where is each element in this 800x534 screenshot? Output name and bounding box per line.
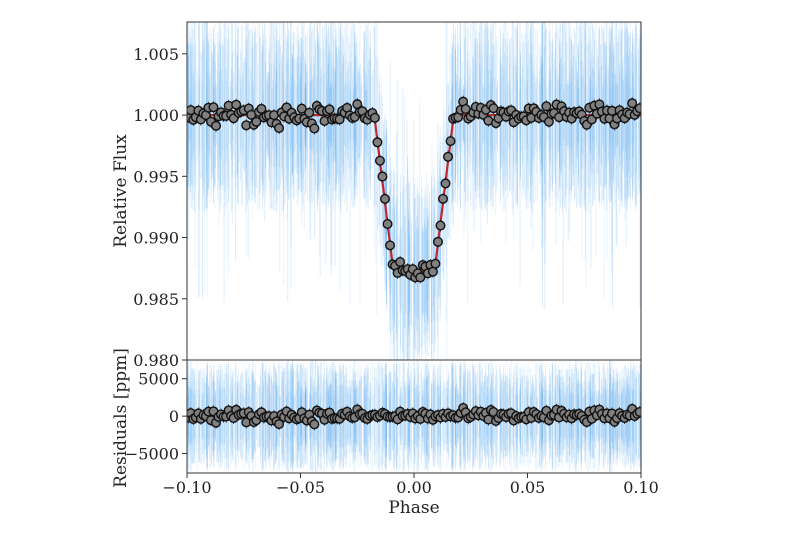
top-y-tick-label: 0.980 (133, 351, 179, 370)
top-y-tick-label: 0.995 (133, 167, 179, 186)
x-axis-label: Phase (388, 498, 439, 518)
flux-point (445, 136, 456, 147)
flux-point (211, 120, 222, 131)
flux-point (541, 101, 552, 112)
top-y-axis-label: Relative Flux (111, 134, 131, 248)
flux-point (382, 218, 393, 229)
x-tick-label: 0.10 (623, 478, 659, 497)
flux-point (369, 112, 380, 123)
flux-point (627, 98, 638, 109)
top-y-tick-label: 1.000 (133, 106, 179, 125)
flux-point (430, 258, 441, 269)
flux-point (208, 102, 219, 113)
binned-residual-points (187, 401, 641, 431)
flux-point (435, 220, 446, 231)
flux-point (374, 155, 385, 166)
x-tick-label: 0.05 (510, 478, 546, 497)
flux-point (324, 104, 335, 115)
flux-point (296, 103, 307, 114)
flux-point (379, 193, 390, 204)
flux-point (634, 103, 641, 114)
flux-point (274, 123, 285, 134)
flux-point (304, 107, 315, 118)
top-y-tick-label: 0.990 (133, 229, 179, 248)
flux-point (432, 236, 443, 247)
flux-point (438, 193, 449, 204)
flux-point (415, 272, 426, 283)
bottom-y-tick-label: 0 (169, 407, 179, 426)
top-y-tick-label: 1.005 (133, 45, 179, 64)
flux-point (395, 256, 406, 267)
flux-point (385, 240, 396, 251)
flux-point (251, 116, 262, 127)
flux-point (309, 123, 320, 134)
bottom-y-tick-label: 5000 (138, 370, 179, 389)
top-y-tick-label: 0.985 (133, 290, 179, 309)
x-tick-label: −0.05 (276, 478, 325, 497)
flux-point (443, 151, 454, 162)
residual-point (634, 406, 641, 417)
bottom-y-tick-label: −5000 (125, 445, 179, 464)
residual-point (309, 419, 320, 430)
x-tick-label: 0.00 (396, 478, 432, 497)
residual-point (274, 419, 285, 430)
x-tick-label: −0.10 (162, 478, 211, 497)
binned-flux-points (187, 95, 641, 284)
flux-point (440, 178, 451, 189)
flux-point (372, 137, 383, 148)
flux-point (377, 171, 388, 182)
bottom-y-axis-label: Residuals [ppm] (111, 348, 131, 488)
